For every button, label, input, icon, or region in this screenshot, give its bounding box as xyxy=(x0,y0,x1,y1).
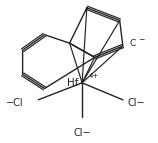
Text: C: C xyxy=(129,39,135,48)
Text: −Cl: −Cl xyxy=(6,98,23,108)
Text: −: − xyxy=(138,35,144,44)
Text: Hf: Hf xyxy=(67,78,79,88)
Text: Cl−: Cl− xyxy=(73,128,91,138)
Text: 4+: 4+ xyxy=(88,73,99,79)
Text: Cl−: Cl− xyxy=(128,98,145,108)
